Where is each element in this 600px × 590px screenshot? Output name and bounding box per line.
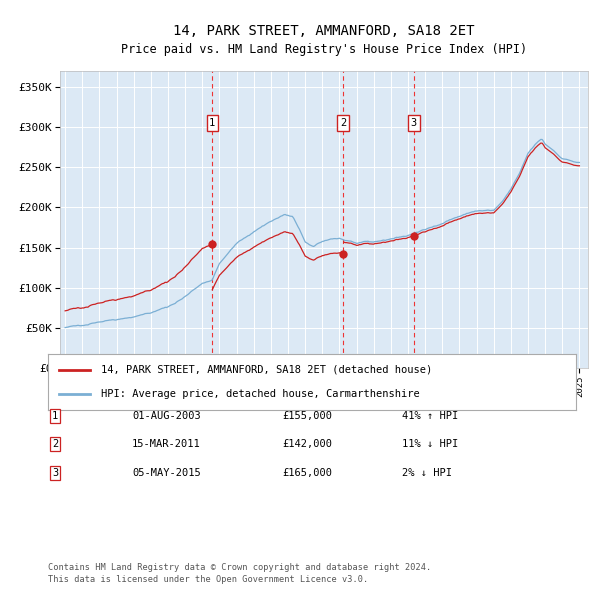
Text: 05-MAY-2015: 05-MAY-2015 [132, 468, 201, 477]
Text: 14, PARK STREET, AMMANFORD, SA18 2ET: 14, PARK STREET, AMMANFORD, SA18 2ET [173, 24, 475, 38]
Text: 41% ↑ HPI: 41% ↑ HPI [402, 411, 458, 421]
Text: £165,000: £165,000 [282, 468, 332, 477]
Text: 14, PARK STREET, AMMANFORD, SA18 2ET (detached house): 14, PARK STREET, AMMANFORD, SA18 2ET (de… [101, 365, 432, 375]
Text: 01-AUG-2003: 01-AUG-2003 [132, 411, 201, 421]
Text: 3: 3 [52, 468, 58, 477]
Text: £142,000: £142,000 [282, 440, 332, 449]
Text: 3: 3 [410, 118, 417, 128]
Text: 15-MAR-2011: 15-MAR-2011 [132, 440, 201, 449]
Text: 1: 1 [209, 118, 215, 128]
Text: 2% ↓ HPI: 2% ↓ HPI [402, 468, 452, 477]
Text: 2: 2 [340, 118, 346, 128]
Text: HPI: Average price, detached house, Carmarthenshire: HPI: Average price, detached house, Carm… [101, 389, 419, 399]
Text: Contains HM Land Registry data © Crown copyright and database right 2024.
This d: Contains HM Land Registry data © Crown c… [48, 563, 431, 584]
Text: 11% ↓ HPI: 11% ↓ HPI [402, 440, 458, 449]
Text: Price paid vs. HM Land Registry's House Price Index (HPI): Price paid vs. HM Land Registry's House … [121, 43, 527, 56]
Text: 2: 2 [52, 440, 58, 449]
Text: 1: 1 [52, 411, 58, 421]
Text: £155,000: £155,000 [282, 411, 332, 421]
